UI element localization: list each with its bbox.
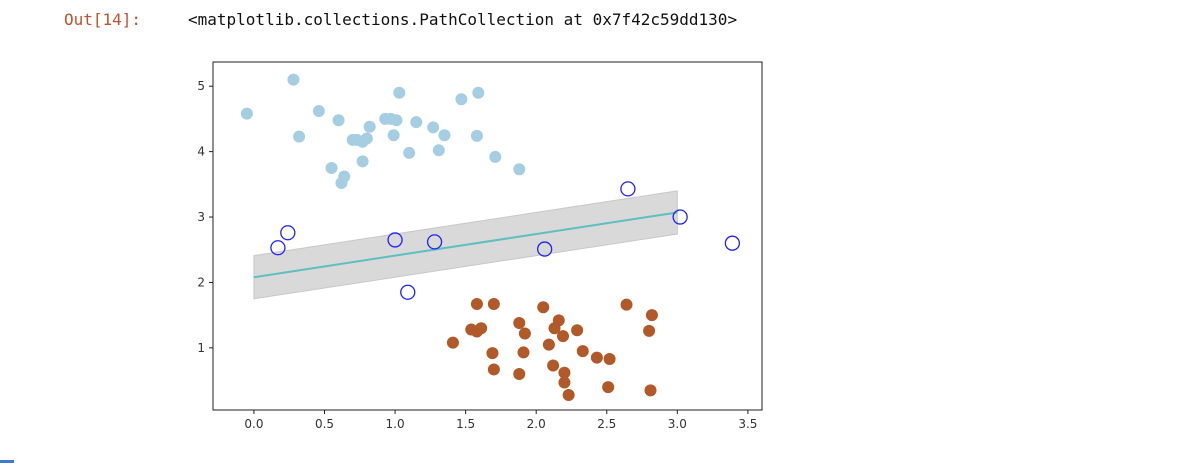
x-tick-label: 1.5 — [456, 417, 475, 431]
point-class-b — [603, 352, 616, 365]
x-tick-label: 1.0 — [386, 417, 405, 431]
point-class-a — [356, 155, 369, 168]
point-class-b — [643, 324, 656, 337]
x-tick-label: 0.5 — [315, 417, 334, 431]
support-vector — [270, 240, 286, 256]
support-vector — [724, 235, 741, 251]
y-tick-label: 3 — [197, 210, 205, 224]
point-class-b — [645, 309, 658, 322]
point-class-b — [557, 330, 570, 343]
point-class-a — [240, 107, 253, 120]
point-class-a — [387, 129, 400, 142]
support-vector — [280, 225, 296, 241]
y-tick-label: 4 — [197, 145, 205, 159]
point-class-a — [360, 132, 373, 145]
y-tick-label: 2 — [197, 275, 205, 289]
point-class-b — [547, 359, 560, 372]
point-class-b — [558, 376, 571, 389]
x-tick-label: 2.0 — [527, 417, 546, 431]
support-vector — [672, 209, 688, 225]
point-class-b — [487, 298, 500, 311]
point-class-b — [576, 345, 589, 358]
point-class-b — [602, 381, 615, 394]
point-class-b — [590, 351, 603, 364]
point-class-b — [562, 388, 575, 401]
point-class-a — [332, 114, 345, 127]
output-prompt: Out[14]: — [64, 10, 142, 29]
x-tick-label: 0.0 — [244, 417, 263, 431]
point-class-b — [446, 336, 459, 349]
point-class-b — [542, 338, 555, 351]
point-class-a — [472, 86, 485, 99]
decision-line — [253, 211, 678, 279]
point-class-b — [537, 301, 550, 314]
axes-frame — [212, 61, 763, 411]
y-tick-label: 1 — [197, 341, 205, 355]
cell-marker — [0, 460, 14, 463]
support-vector — [426, 234, 443, 250]
point-class-b — [571, 324, 584, 337]
point-class-a — [287, 73, 300, 86]
support-vector — [620, 181, 636, 197]
point-class-b — [644, 384, 657, 397]
point-class-b — [513, 317, 526, 329]
point-class-b — [552, 314, 565, 327]
point-class-a — [393, 86, 406, 99]
point-class-a — [312, 105, 325, 118]
point-class-b — [558, 366, 571, 379]
point-class-a — [438, 129, 451, 142]
point-class-b — [517, 346, 530, 359]
point-class-b — [487, 363, 500, 376]
point-class-a — [363, 120, 376, 133]
point-class-b — [486, 347, 499, 360]
support-vector — [537, 241, 553, 257]
point-class-b — [475, 322, 488, 335]
x-tick-label: 2.5 — [597, 417, 616, 431]
point-class-a — [338, 170, 351, 183]
point-class-a — [432, 144, 445, 157]
y-tick-label: 5 — [197, 79, 205, 93]
output-text: <matplotlib.collections.PathCollection a… — [188, 10, 738, 29]
point-class-a — [403, 146, 416, 159]
x-tick-label: 3.0 — [668, 417, 687, 431]
support-vector — [387, 232, 403, 248]
support-vector — [400, 284, 416, 300]
point-class-a — [390, 114, 403, 127]
point-class-a — [325, 161, 338, 174]
point-class-a — [470, 129, 483, 142]
point-class-a — [513, 163, 526, 176]
point-class-a — [293, 130, 306, 143]
point-class-b — [470, 298, 483, 311]
point-class-a — [489, 150, 502, 163]
point-class-a — [455, 93, 468, 106]
point-class-b — [620, 298, 633, 311]
point-class-b — [513, 368, 526, 381]
point-class-b — [518, 327, 531, 340]
point-class-a — [427, 121, 440, 134]
x-tick-label: 3.5 — [738, 417, 757, 431]
point-class-a — [410, 116, 423, 129]
